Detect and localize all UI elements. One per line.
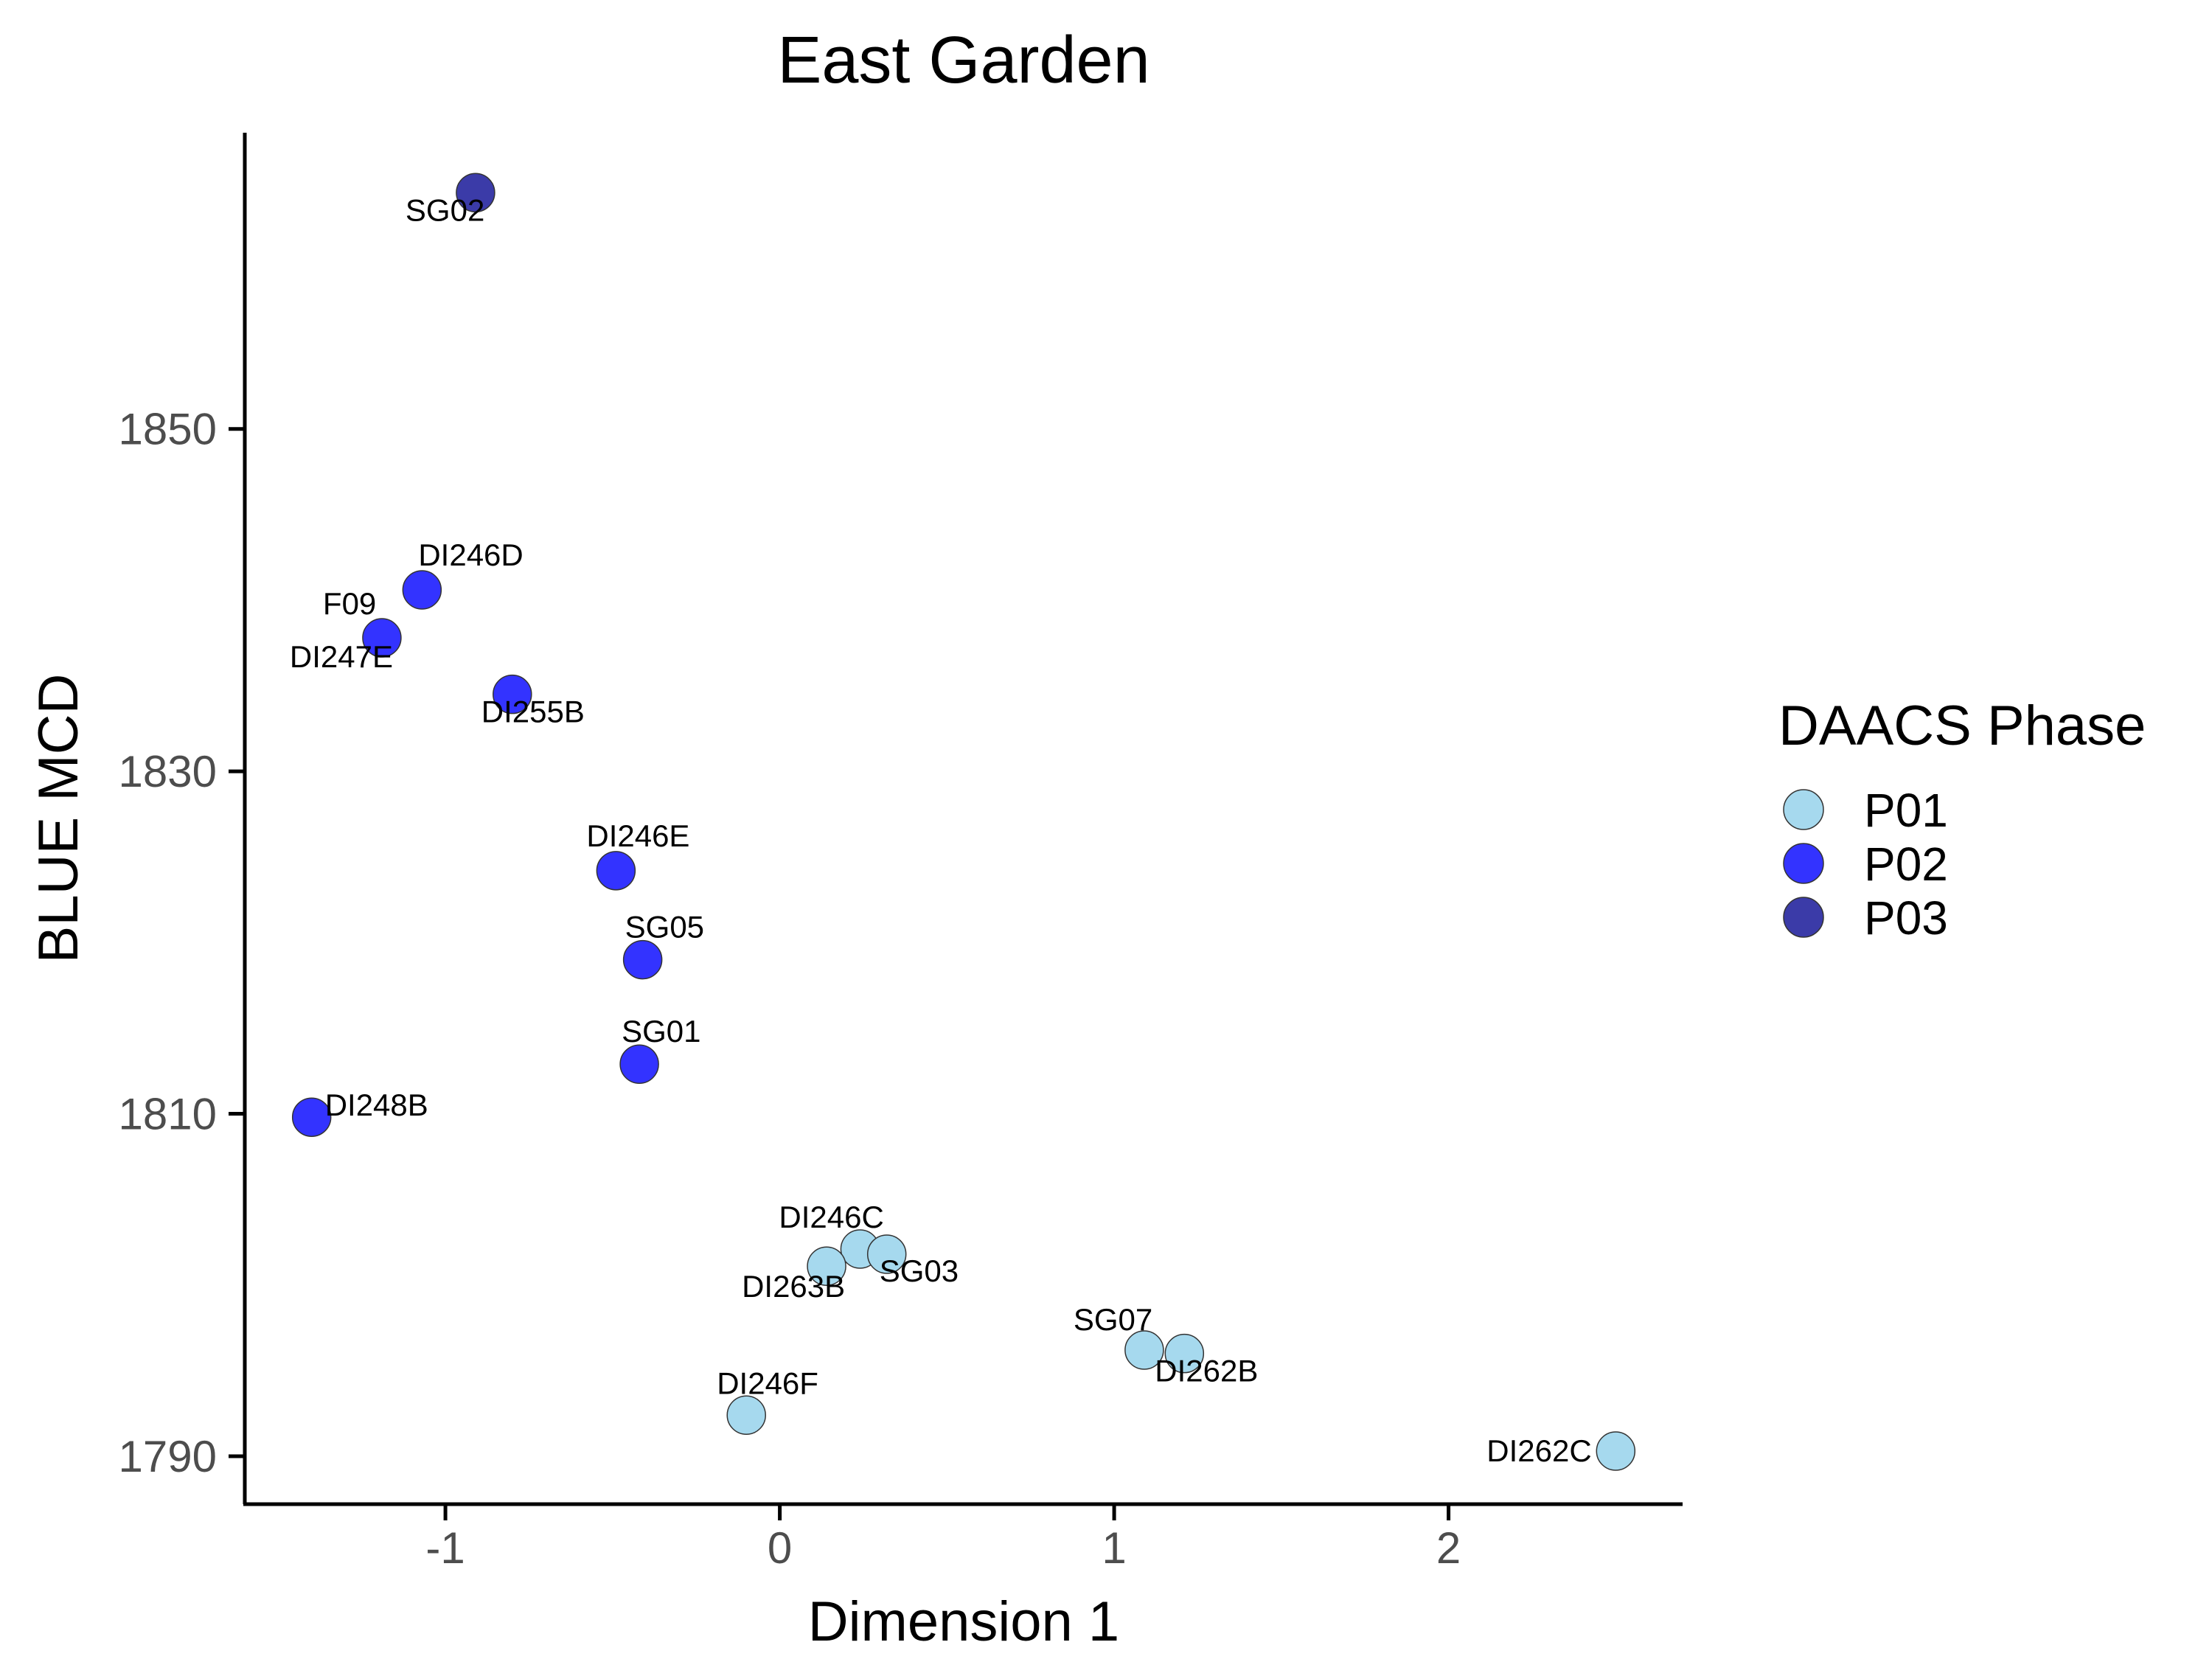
x-axis-ticks: -1 0 1 2 bbox=[425, 1504, 1461, 1573]
point-label-sg02: SG02 bbox=[406, 192, 484, 227]
point-label-di262b: DI262B bbox=[1155, 1354, 1258, 1388]
point-label-di246d: DI246D bbox=[418, 538, 523, 572]
point-di262c bbox=[1596, 1431, 1636, 1471]
points-layer bbox=[291, 173, 1636, 1471]
point-label-di246c: DI246C bbox=[779, 1200, 883, 1234]
point-label-di246f: DI246F bbox=[717, 1366, 818, 1400]
point-label-sg03: SG03 bbox=[880, 1253, 959, 1288]
legend-label-p01: P01 bbox=[1864, 784, 1948, 837]
plot-area: SG02 F09 DI246D DI247E DI255B DI246E SG05 SG01 D… bbox=[290, 173, 1636, 1471]
legend-key-p02 bbox=[1783, 843, 1824, 884]
legend-label-p02: P02 bbox=[1864, 838, 1948, 891]
point-di262b bbox=[1164, 1333, 1205, 1374]
x-tick-label-1: 1 bbox=[1102, 1523, 1126, 1573]
point-label-sg07: SG07 bbox=[1074, 1302, 1152, 1337]
point-di248b bbox=[291, 1097, 332, 1137]
legend-label-p03: P03 bbox=[1864, 891, 1948, 945]
point-f09 bbox=[362, 618, 402, 658]
point-sg02 bbox=[456, 173, 495, 213]
point-sg05 bbox=[622, 939, 663, 980]
y-tick-label-1810: 1810 bbox=[119, 1090, 217, 1139]
chart-title: East Garden bbox=[777, 24, 1150, 97]
y-tick-label-1850: 1850 bbox=[119, 405, 217, 454]
point-di246f bbox=[726, 1395, 766, 1436]
y-tick-label-1830: 1830 bbox=[119, 747, 217, 796]
point-label-f09: F09 bbox=[323, 586, 376, 621]
x-tick-label-0: 0 bbox=[768, 1523, 792, 1573]
point-sg01 bbox=[619, 1044, 659, 1084]
legend-key-p03 bbox=[1783, 897, 1824, 938]
point-label-di247e: DI247E bbox=[290, 639, 393, 674]
point-sg03 bbox=[866, 1234, 907, 1274]
x-axis-title: Dimension 1 bbox=[808, 1590, 1119, 1653]
x-tick-label-2: 2 bbox=[1436, 1523, 1461, 1573]
point-di263b bbox=[807, 1246, 846, 1286]
point-label-sg05: SG05 bbox=[625, 910, 704, 945]
legend-key-p01 bbox=[1783, 789, 1824, 830]
point-label-di263b: DI263B bbox=[742, 1269, 845, 1304]
point-di255b bbox=[493, 674, 532, 714]
point-label-di262c: DI262C bbox=[1486, 1433, 1591, 1468]
y-axis-title: BLUE MCD bbox=[27, 674, 90, 964]
y-axis-ticks: 1790 1810 1830 1850 bbox=[119, 405, 245, 1481]
legend-title: DAACS Phase bbox=[1778, 695, 2146, 757]
point-di246e bbox=[596, 851, 636, 891]
y-tick-label-1790: 1790 bbox=[119, 1432, 217, 1481]
x-tick-label--1: -1 bbox=[425, 1523, 465, 1573]
point-di246d bbox=[402, 570, 442, 610]
point-label-sg01: SG01 bbox=[622, 1014, 700, 1048]
point-labels-layer: SG02 F09 DI246D DI247E DI255B DI246E SG05 SG01 D… bbox=[290, 192, 1592, 1468]
point-label-di255b: DI255B bbox=[481, 695, 585, 729]
point-label-di246e: DI246E bbox=[586, 818, 689, 853]
point-sg07 bbox=[1124, 1330, 1164, 1370]
point-label-di248b: DI248B bbox=[325, 1088, 428, 1122]
